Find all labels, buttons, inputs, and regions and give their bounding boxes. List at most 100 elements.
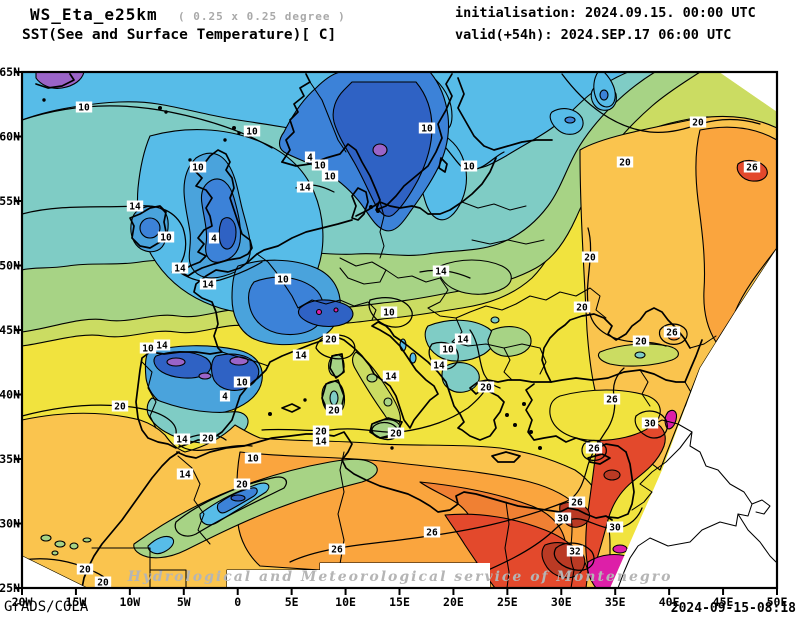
contour-label-value: 20 (114, 402, 126, 413)
political-borders-shape (91, 81, 717, 588)
contour-label: 20 (233, 478, 251, 491)
coastlines-shape (178, 321, 439, 448)
temperature-field-shape (147, 535, 175, 555)
temperature-field-shape (333, 307, 339, 313)
contour-lines-shape (368, 297, 413, 328)
contour-label: 14 (430, 359, 448, 372)
coastlines-shape (457, 77, 553, 151)
model-resolution: ( 0.25 x 0.25 degree ) (178, 10, 346, 23)
political-borders-shape (737, 513, 777, 563)
coastlines-shape (281, 403, 301, 413)
contour-lines-shape (175, 261, 263, 283)
contour-lines-shape (561, 73, 761, 134)
small-islands (42, 98, 542, 450)
contour-label: 20 (325, 404, 343, 417)
contour-label-box (243, 125, 261, 137)
contour-lines-shape (586, 227, 667, 347)
contour-label-value: 26 (606, 395, 618, 406)
contour-label: 10 (274, 273, 292, 286)
contour-label-box (76, 563, 94, 575)
contour-label-box (632, 335, 650, 347)
contour-label-value: 14 (299, 183, 311, 194)
coastlines-shape (491, 451, 521, 463)
contour-label: 14 (153, 339, 171, 352)
x-tick-label: 5W (177, 595, 191, 609)
y-tick-label: 35N (0, 452, 20, 466)
temperature-field-shape (139, 217, 161, 239)
contour-label: 10 (233, 376, 251, 389)
small-islands-shape (529, 430, 533, 434)
contour-label: 14 (454, 333, 472, 346)
coastlines-shape (587, 453, 611, 465)
y-tick-label: 45N (0, 323, 20, 337)
small-islands-shape (390, 446, 394, 450)
contour-label-box (208, 232, 220, 244)
contour-label-box (328, 543, 346, 555)
temperature-field-shape (586, 553, 649, 588)
contour-label-value: 10 (442, 345, 454, 356)
contour-label-value: 26 (666, 328, 678, 339)
contour-label: 10 (189, 161, 207, 174)
contour-label-value: 10 (247, 454, 259, 465)
contour-label-box (606, 521, 624, 533)
model-name: WS_Eta_e25km (30, 5, 158, 24)
contour-label-box (75, 101, 93, 113)
coastlines-shape (281, 73, 311, 163)
temperature-field-shape (612, 544, 628, 554)
contour-label: 26 (603, 393, 621, 406)
temperature-field-shape (603, 469, 621, 481)
political-borders-shape-shape (385, 269, 449, 309)
political-borders-shape-shape (379, 201, 385, 259)
contour-label: 14 (173, 433, 191, 446)
temperature-field-shape (383, 397, 393, 407)
contour-label-box (439, 343, 457, 355)
contour-label-value: 20 (79, 565, 91, 576)
contour-lines-shape (174, 476, 287, 537)
contour-label: 20 (76, 563, 94, 576)
contour-label-value: 14 (457, 335, 469, 346)
contour-label-value: 14 (174, 264, 186, 275)
political-borders-shape-shape (515, 287, 607, 319)
contour-label-box (176, 468, 194, 480)
coastlines-shape (176, 431, 613, 521)
contour-label-value: 14 (176, 435, 188, 446)
contour-label-box (244, 452, 262, 464)
political-borders-shape-shape (297, 299, 377, 321)
contour-label-value: 14 (295, 351, 307, 362)
contour-label: 10 (439, 343, 457, 356)
contour-label: 14 (296, 181, 314, 194)
x-tick-label: 30E (551, 595, 572, 609)
contour-lines-shape (22, 105, 273, 149)
contour-label: 20 (477, 381, 495, 394)
small-islands-shape (376, 209, 380, 213)
coastlines-shape (541, 307, 691, 383)
contour-label-box (573, 301, 591, 313)
contour-label-box (304, 151, 316, 163)
contour-lines-shape (553, 542, 595, 571)
contour-label-box (616, 156, 634, 168)
x-tick-label: 50E (767, 595, 788, 609)
coastlines (35, 73, 703, 588)
x-tick-label: 0 (234, 595, 241, 609)
political-borders-shape-shape (91, 547, 187, 588)
contour-label-value: 20 (315, 427, 327, 438)
contour-label: 4 (208, 232, 220, 245)
contour-label-value: 10 (142, 344, 154, 355)
contour-label-value: 10 (246, 127, 258, 138)
contour-label-value: 14 (156, 341, 168, 352)
contour-label-value: 26 (571, 498, 583, 509)
temperature-field-shape (329, 390, 339, 406)
contour-label-value: 14 (315, 437, 327, 448)
contour-label-value: 10 (314, 161, 326, 172)
contour-label-value: 26 (331, 545, 343, 556)
contour-label: 14 (432, 265, 450, 278)
contour-label-value: 20 (692, 118, 704, 129)
small-islands-shape (303, 398, 307, 402)
contour-label-value: 20 (576, 303, 588, 314)
temperature-field-shape (297, 299, 354, 328)
contour-label: 10 (139, 342, 157, 355)
contour-label-value: 14 (433, 361, 445, 372)
temperature-field (22, 72, 777, 588)
